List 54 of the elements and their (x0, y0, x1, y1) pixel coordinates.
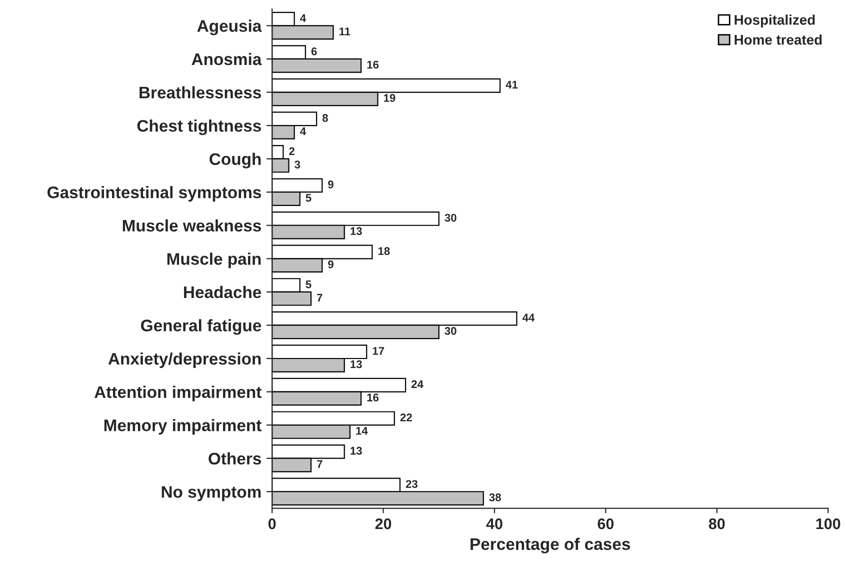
data-label: 44 (522, 314, 535, 322)
data-label: 23 (406, 480, 418, 488)
data-label: 5 (306, 280, 312, 288)
data-label: 7 (317, 460, 322, 468)
x-axis-title: Percentage of cases (470, 538, 630, 554)
y-tick-label: Chest tightness (137, 120, 261, 136)
y-tick-label: Gastrointestinal symptoms (48, 186, 262, 202)
data-label: 13 (350, 446, 362, 455)
y-tick-label: Muscle pain (167, 252, 261, 268)
data-label: 13 (350, 227, 362, 236)
data-label: 30 (444, 214, 456, 222)
data-label: 38 (489, 493, 501, 502)
y-tick-label: Headache (184, 286, 262, 298)
y-tick-label: Memory impairment (104, 419, 262, 435)
legend-label: Home treated (734, 34, 822, 45)
data-label: 24 (411, 380, 424, 388)
y-tick-label: Muscle weakness (122, 219, 261, 232)
y-tick-label: Others (208, 452, 261, 465)
data-label: 6 (311, 47, 317, 56)
y-tick-label: Anosmia (192, 52, 262, 66)
data-label: 9 (328, 180, 334, 188)
data-label: 19 (384, 94, 396, 102)
y-tick-label: Cough (210, 152, 261, 168)
y-tick-label: No symptom (162, 486, 261, 502)
data-label: 30 (444, 326, 456, 335)
data-label: 7 (317, 294, 322, 302)
y-tick-label: Breathlessness (140, 86, 261, 98)
y-tick-label: Ageusia (197, 20, 262, 36)
data-label: 18 (378, 247, 390, 255)
data-label: 3 (294, 160, 300, 168)
data-label: 5 (306, 194, 312, 202)
x-tick-label: 40 (486, 518, 502, 530)
y-tick-label: General fatigue (141, 319, 262, 335)
legend-label: Hospitalized (734, 14, 815, 28)
x-tick-label: 20 (375, 518, 392, 530)
data-label: 9 (328, 260, 334, 268)
data-label: 8 (322, 114, 328, 122)
data-label: 22 (400, 414, 412, 422)
data-label: 4 (300, 127, 306, 136)
data-label: 17 (372, 347, 384, 355)
x-tick-label: 60 (598, 518, 614, 530)
data-label: 13 (350, 360, 362, 368)
y-tick-label: Attention impairment (94, 386, 262, 402)
data-label: 2 (289, 147, 294, 156)
data-label: 4 (300, 14, 306, 22)
data-label: 16 (367, 60, 379, 69)
x-tick-label: 80 (708, 518, 725, 530)
data-label: 11 (340, 28, 350, 36)
data-label: 14 (356, 426, 368, 435)
x-tick-label: 100 (816, 518, 840, 530)
y-tick-label: Anxiety/depression (108, 352, 261, 368)
data-label: 16 (367, 394, 379, 402)
x-tick-label: 0 (268, 518, 276, 530)
data-label: 41 (506, 80, 518, 88)
